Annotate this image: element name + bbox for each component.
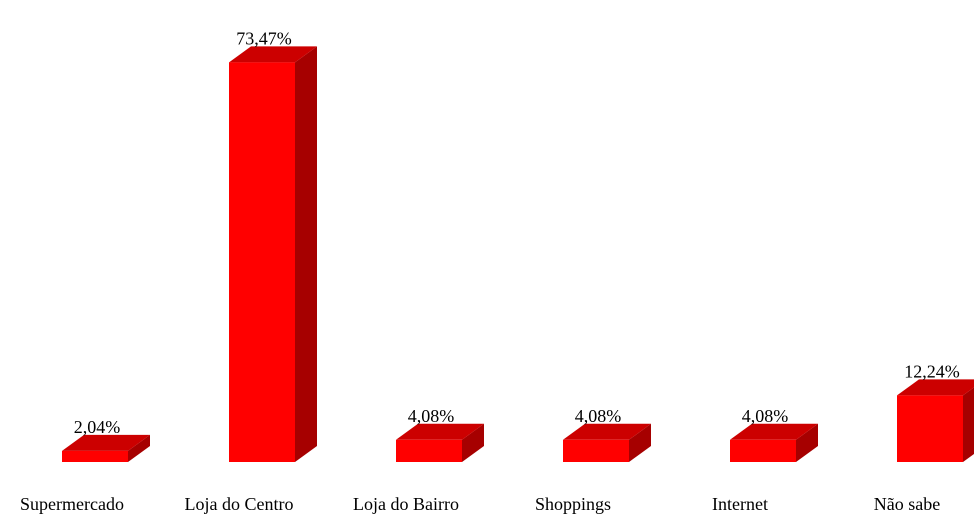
value-label: 4,08% xyxy=(408,406,455,426)
bar-side xyxy=(295,46,317,462)
value-label: 12,24% xyxy=(904,361,960,381)
value-label: 73,47% xyxy=(236,28,292,48)
value-label: 4,08% xyxy=(575,406,622,426)
x-tick-label: Supermercado xyxy=(20,494,124,514)
bar-top xyxy=(62,434,150,451)
x-tick-label: Loja do Bairro xyxy=(353,494,459,514)
value-label: 4,08% xyxy=(742,406,789,426)
bar xyxy=(229,46,317,462)
bar-front xyxy=(229,62,295,462)
x-tick-label: Não sabe xyxy=(874,494,940,514)
bar-side xyxy=(796,423,818,462)
x-tick-label: Internet xyxy=(712,494,768,514)
bar xyxy=(396,423,484,462)
bar-front xyxy=(396,439,462,462)
bar xyxy=(897,379,974,462)
bar-front xyxy=(62,450,128,462)
value-label: 2,04% xyxy=(74,417,121,437)
bar xyxy=(730,423,818,462)
x-tick-label: Shoppings xyxy=(535,494,611,514)
bar-side xyxy=(963,387,974,462)
bar-front xyxy=(563,439,629,462)
bar xyxy=(62,434,150,462)
bar-side xyxy=(128,434,150,462)
bar-side xyxy=(462,423,484,462)
bar-top xyxy=(897,379,974,396)
bar xyxy=(563,423,651,462)
x-tick-label: Loja do Centro xyxy=(185,494,294,514)
bar-front xyxy=(730,439,796,462)
bar-top xyxy=(396,423,484,440)
bar-front xyxy=(897,395,963,462)
bar-top xyxy=(730,423,818,440)
bar-top xyxy=(563,423,651,440)
bar-side xyxy=(629,423,651,462)
bar-top xyxy=(229,46,317,63)
